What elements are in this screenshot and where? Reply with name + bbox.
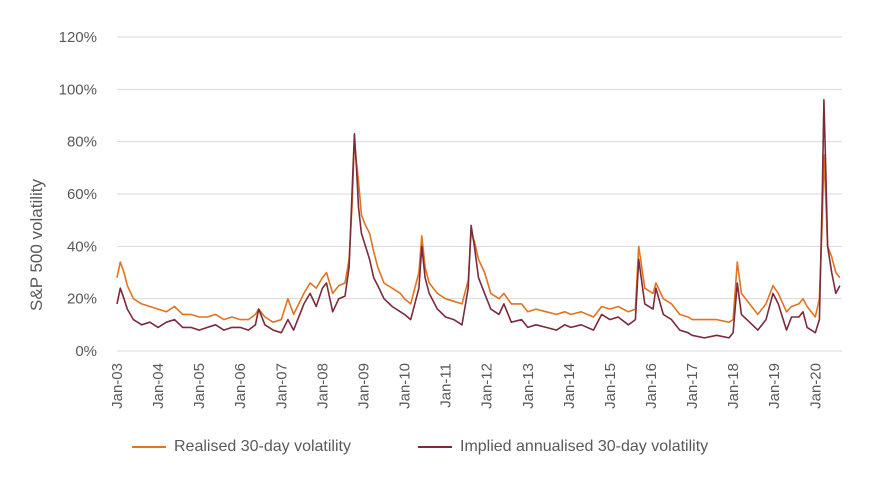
y-tick-label: 20% — [67, 291, 97, 308]
x-tick-label: Jan-11 — [438, 363, 455, 408]
y-tick-label: 0% — [75, 343, 97, 360]
x-tick-label: Jan-13 — [520, 363, 537, 409]
x-axis-ticks: Jan-03 Jan-04 Jan-05 Jan-06 Jan-07 Jan-08 Jan-… — [109, 363, 824, 409]
y-tick-label: 40% — [67, 238, 97, 255]
x-tick-label: Jan-18 — [725, 363, 742, 409]
x-tick-label: Jan-15 — [602, 363, 619, 409]
x-tick-label: Jan-09 — [355, 363, 372, 409]
legend-label-realised: Realised 30-day volatility — [174, 438, 351, 455]
y-axis-title: S&P 500 volatility — [27, 179, 46, 311]
x-tick-label: Jan-17 — [684, 363, 701, 409]
legend-item-realised: Realised 30-day volatility — [132, 438, 351, 456]
x-tick-label: Jan-08 — [314, 363, 331, 409]
x-tick-label: Jan-12 — [479, 363, 496, 409]
legend-swatch-realised — [132, 446, 166, 448]
x-tick-label: Jan-14 — [561, 363, 578, 409]
x-tick-label: Jan-06 — [232, 363, 249, 409]
x-tick-label: Jan-04 — [150, 363, 167, 409]
x-tick-label: Jan-19 — [766, 363, 783, 409]
x-tick-label: Jan-05 — [191, 363, 208, 409]
x-tick-label: Jan-16 — [643, 363, 660, 409]
series-line-realised — [116, 140, 841, 324]
x-tick-label: Jan-07 — [273, 363, 290, 409]
legend-label-implied: Implied annualised 30-day volatility — [460, 438, 709, 455]
y-tick-label: 120% — [59, 29, 97, 46]
legend-item-implied: Implied annualised 30-day volatility — [418, 438, 708, 456]
y-axis-ticks: 0% 20% 40% 60% 80% 100% 120% — [59, 29, 97, 360]
x-tick-label: Jan-20 — [807, 363, 824, 409]
gridlines — [117, 36, 842, 300]
series-line-implied — [116, 99, 841, 339]
series-lines — [116, 99, 841, 339]
x-tick-label: Jan-10 — [397, 363, 414, 409]
legend: Realised 30-day volatility Implied annua… — [0, 438, 873, 464]
x-tick-label: Jan-03 — [109, 363, 126, 409]
y-tick-label: 60% — [67, 186, 97, 203]
y-tick-label: 80% — [67, 134, 97, 151]
legend-swatch-implied — [418, 446, 452, 448]
y-tick-label: 100% — [59, 81, 97, 98]
